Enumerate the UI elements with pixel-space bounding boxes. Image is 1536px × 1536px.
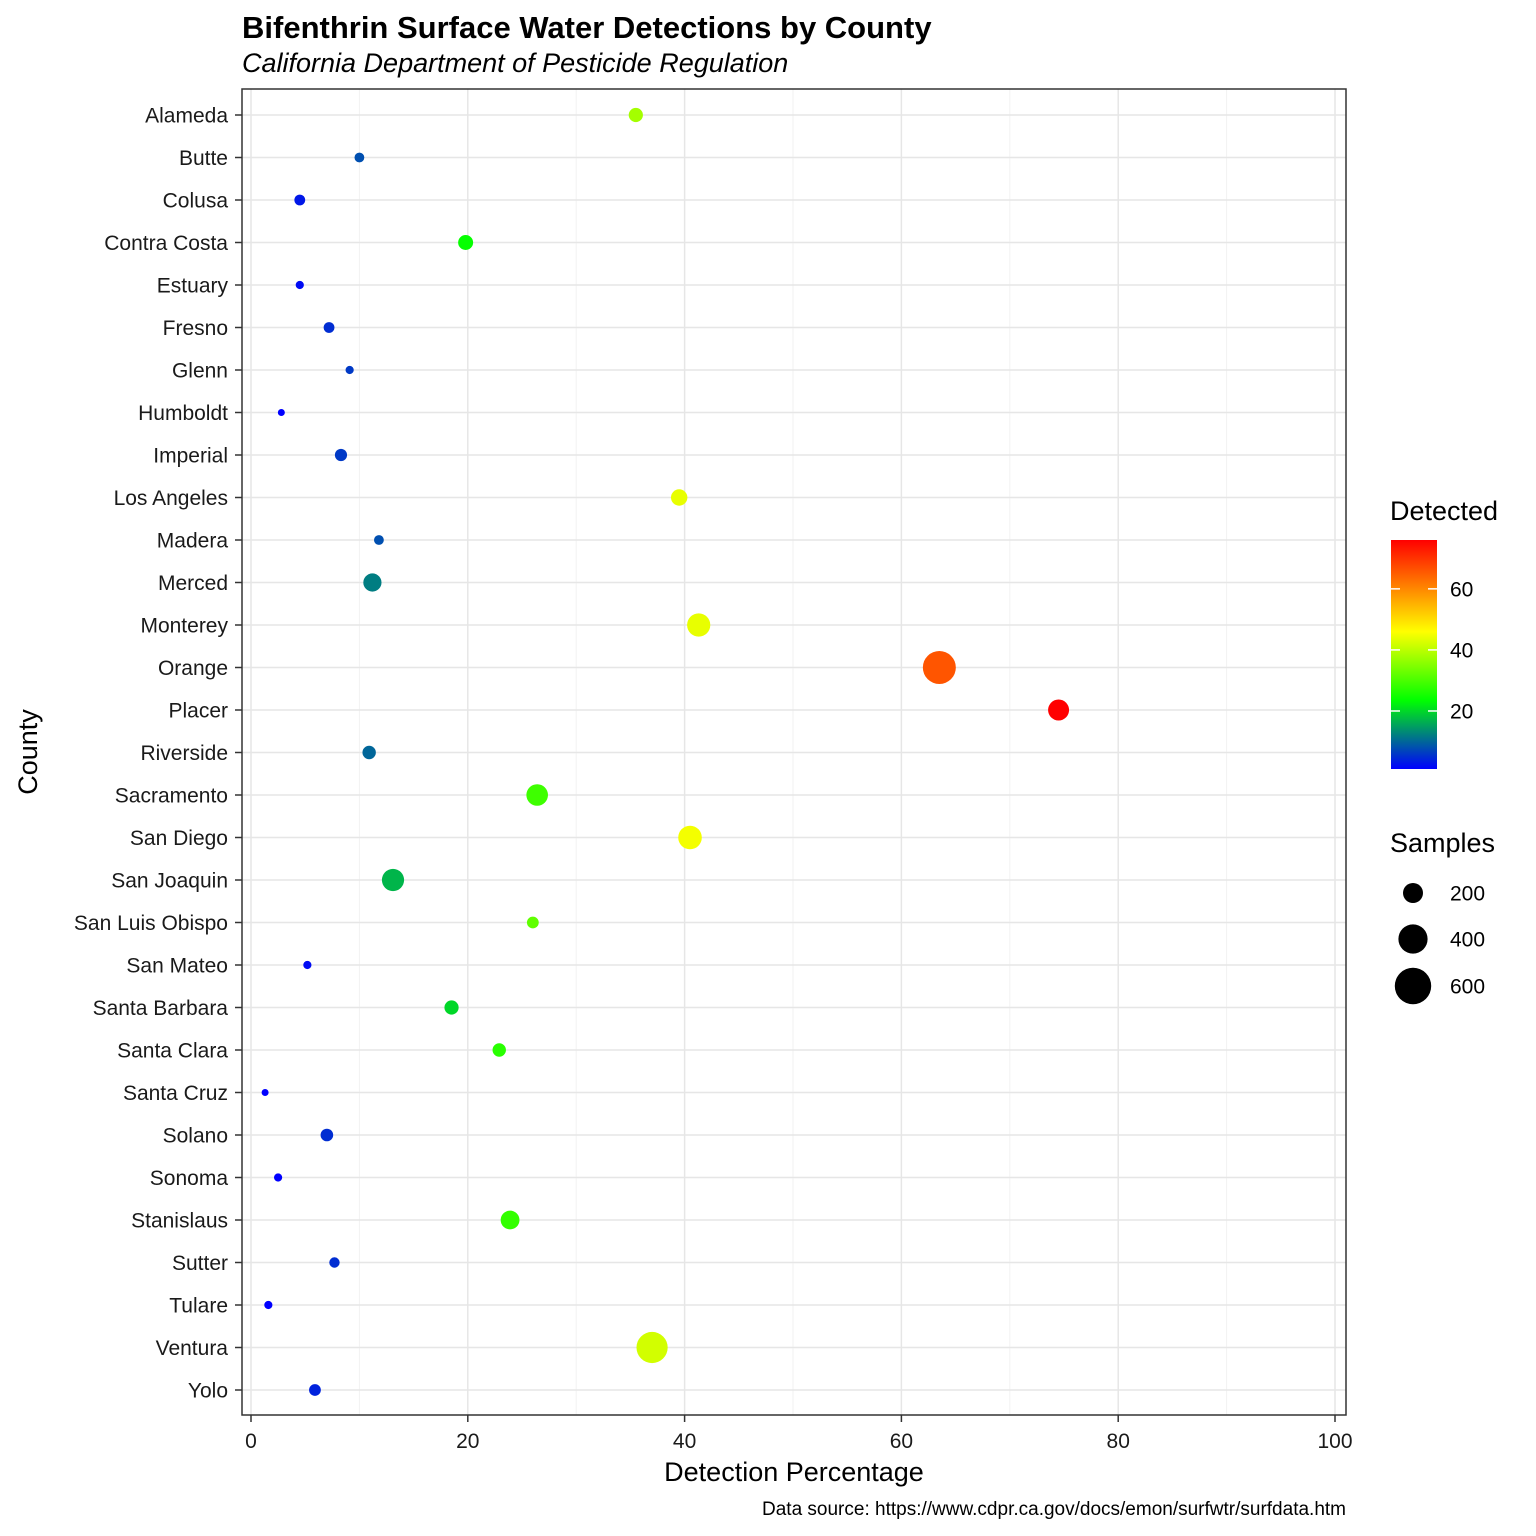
data-point [670, 489, 688, 506]
y-tick-label: Ventura [156, 1337, 229, 1360]
chart-subtitle: California Department of Pesticide Regul… [242, 48, 789, 78]
chart-title: Bifenthrin Surface Water Detections by C… [242, 10, 932, 45]
data-point [678, 825, 702, 850]
color-legend: Detected 20 40 60 [1390, 496, 1498, 769]
data-point [329, 1257, 340, 1268]
x-tick-label: 60 [890, 1430, 913, 1453]
size-legend-label: 200 [1450, 883, 1485, 906]
data-point [277, 409, 285, 416]
x-tick-label: 0 [245, 1430, 257, 1453]
y-tick-label: Imperial [153, 445, 228, 468]
grid-lines [242, 89, 1346, 1415]
y-tick-label: Alameda [145, 105, 228, 128]
y-tick-label: San Diego [130, 827, 228, 850]
y-tick-label: Santa Barbara [93, 997, 229, 1020]
y-tick-label: Sonoma [150, 1167, 229, 1190]
data-point [264, 1300, 273, 1310]
y-tick-label: Sutter [172, 1252, 228, 1275]
y-tick-label: Sacramento [115, 785, 228, 808]
y-tick-label: Placer [168, 700, 228, 723]
y-tick-label: Colusa [163, 190, 229, 213]
color-legend-label: 60 [1450, 578, 1473, 601]
size-legend-label: 600 [1450, 976, 1485, 999]
data-point [274, 1173, 283, 1182]
data-point [354, 152, 365, 163]
y-tick-label: Solano [163, 1125, 228, 1148]
y-tick-label: Butte [179, 147, 228, 170]
x-axis-title: Detection Percentage [664, 1457, 924, 1487]
data-point [309, 1384, 321, 1396]
data-point [526, 784, 548, 806]
y-tick-label: Merced [158, 572, 228, 595]
data-point [303, 960, 312, 970]
y-tick-label: San Luis Obispo [74, 912, 228, 935]
y-tick-label: Madera [157, 530, 229, 553]
size-legend: Samples 200 400 600 [1390, 828, 1495, 1005]
y-tick-label: Humboldt [138, 402, 228, 425]
y-tick-label: Riverside [140, 742, 228, 765]
x-tick-label: 40 [673, 1430, 696, 1453]
y-axis: Alameda Butte Colusa Contra Costa Estuary Fre… [74, 105, 242, 1403]
size-legend-key [1394, 967, 1432, 1005]
x-tick-label: 20 [456, 1430, 479, 1453]
data-point [628, 107, 643, 123]
data-point [363, 573, 382, 592]
data-point [922, 651, 956, 684]
color-legend-title: Detected [1390, 496, 1498, 526]
data-point [295, 280, 304, 290]
data-point [294, 194, 306, 206]
x-axis: 0 20 40 60 80 100 [245, 1415, 1353, 1453]
data-point [345, 365, 354, 375]
y-tick-label: San Joaquin [111, 870, 228, 893]
data-point [500, 1210, 520, 1230]
data-point [334, 448, 348, 462]
data-point [362, 745, 376, 760]
data-point [636, 1331, 668, 1364]
size-legend-key [1398, 924, 1428, 954]
color-bar [1391, 540, 1437, 769]
y-tick-label: Estuary [157, 275, 229, 298]
y-tick-label: Los Angeles [114, 487, 228, 510]
y-tick-label: Tulare [169, 1295, 228, 1318]
y-tick-label: Yolo [188, 1380, 228, 1403]
y-tick-label: Fresno [163, 317, 228, 340]
data-point [687, 613, 711, 637]
data-point [458, 235, 474, 250]
y-tick-label: San Mateo [126, 955, 228, 978]
x-tick-label: 80 [1107, 1430, 1130, 1453]
data-points [261, 107, 1070, 1396]
y-tick-label: Monterey [140, 615, 228, 638]
data-point [1048, 699, 1070, 721]
color-legend-label: 40 [1450, 639, 1473, 662]
data-point [374, 535, 384, 545]
x-tick-label: 100 [1317, 1430, 1352, 1453]
data-point [492, 1043, 506, 1057]
color-legend-label: 20 [1450, 700, 1473, 723]
data-point [320, 1128, 334, 1142]
data-point [261, 1089, 269, 1096]
size-legend-key [1403, 883, 1423, 903]
data-source-caption: Data source: https://www.cdpr.ca.gov/doc… [762, 1499, 1346, 1520]
data-point [444, 1000, 459, 1015]
size-legend-title: Samples [1390, 828, 1495, 858]
y-axis-title: County [13, 709, 43, 795]
data-point [323, 322, 335, 333]
y-tick-label: Contra Costa [104, 232, 228, 255]
data-point [526, 916, 539, 929]
y-tick-label: Stanislaus [131, 1210, 228, 1233]
data-point [381, 868, 405, 892]
y-tick-label: Orange [158, 657, 228, 680]
y-tick-label: Santa Clara [117, 1040, 228, 1063]
y-tick-label: Glenn [172, 360, 228, 383]
size-legend-label: 400 [1450, 929, 1485, 952]
y-tick-label: Santa Cruz [123, 1082, 228, 1105]
